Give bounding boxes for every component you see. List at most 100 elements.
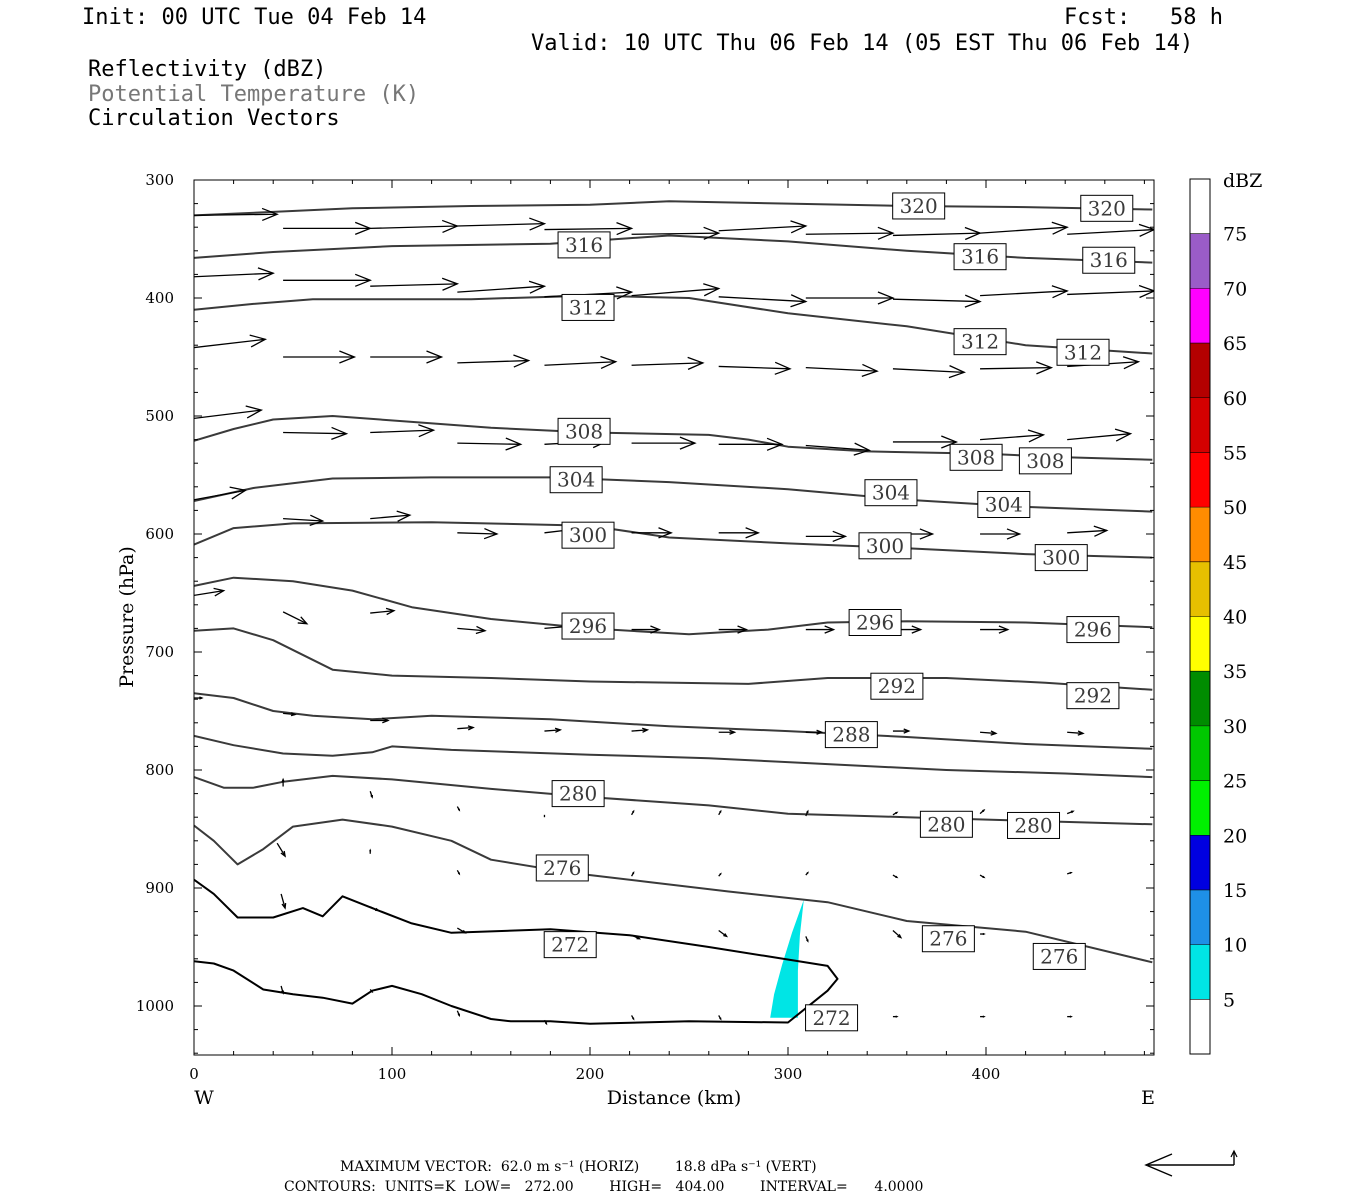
contour-label-text: 308 <box>957 445 995 469</box>
colorbar-segment <box>1190 889 1210 945</box>
colorbar-level-label: 65 <box>1223 333 1247 355</box>
circulation-vector <box>280 893 287 910</box>
theta-contour-304 <box>194 476 1153 513</box>
circulation-vector <box>283 273 372 287</box>
circulation-vector <box>631 809 635 816</box>
colorbar-level-label: 10 <box>1223 935 1247 957</box>
circulation-vector <box>280 985 285 995</box>
contour-label-text: 292 <box>1074 684 1112 708</box>
colorbar-level-label: 60 <box>1223 388 1247 410</box>
contour-label-text: 320 <box>1088 196 1126 220</box>
circulation-vector <box>282 611 309 625</box>
contour-label: 316 <box>1082 246 1136 274</box>
contour-label: 296 <box>1066 616 1120 644</box>
contour-label: 304 <box>977 491 1031 518</box>
circulation-vector <box>194 696 204 700</box>
x-tick-label: 0 <box>189 1065 199 1083</box>
contour-label: 292 <box>870 672 924 700</box>
contour-label: 308 <box>949 443 1003 471</box>
theta-contour-layer <box>194 200 1153 1025</box>
colorbar-segment <box>1190 343 1210 398</box>
contour-label-text: 280 <box>1014 813 1052 837</box>
contour-label: 276 <box>921 925 975 953</box>
contour-label: 300 <box>561 521 615 549</box>
circulation-vector <box>283 350 357 364</box>
circulation-vector <box>543 1019 548 1026</box>
circulation-vector <box>980 625 1010 634</box>
contour-label: 320 <box>892 192 946 220</box>
y-axis-title: Pressure (hPa) <box>116 546 138 688</box>
circulation-vector <box>805 809 809 817</box>
circulation-vector <box>456 869 461 876</box>
circulation-vector <box>457 217 547 231</box>
circulation-vector <box>892 294 982 308</box>
circulation-vector <box>194 334 268 349</box>
contour-label: 304 <box>549 466 603 494</box>
colorbar-segment <box>1190 671 1210 726</box>
contour-label-text: 296 <box>569 614 607 638</box>
theta-contour-280 <box>194 774 1153 826</box>
contour-label-text: 312 <box>569 295 607 319</box>
circulation-vector <box>1067 525 1109 537</box>
colorbar-level-label: 75 <box>1223 224 1247 246</box>
plot-frame <box>193 179 1155 1056</box>
contour-label: 296 <box>561 612 615 640</box>
contour-label: 316 <box>953 243 1007 271</box>
contour-label-text: 300 <box>1042 546 1080 570</box>
y-tick-label: 500 <box>145 407 174 425</box>
colorbar-segment <box>1190 507 1210 562</box>
theta-contour-320 <box>194 200 1153 217</box>
contour-label-text: 296 <box>856 611 894 635</box>
circulation-vector <box>631 727 650 733</box>
contour-label-text: 276 <box>1040 944 1078 968</box>
contour-label: 312 <box>953 328 1007 356</box>
colorbar-segment <box>1190 835 1210 890</box>
circulation-vector <box>718 625 749 634</box>
colorbar-segment <box>1190 561 1210 617</box>
circulation-vector <box>457 280 547 294</box>
east-label: E <box>1141 1087 1155 1109</box>
colorbar-level-label: 30 <box>1223 716 1247 738</box>
contour-label-text: 276 <box>543 856 581 880</box>
circulation-vector <box>283 221 372 235</box>
init-time: Init: 00 UTC Tue 04 Feb 14 <box>82 5 427 30</box>
circulation-vector <box>805 226 895 240</box>
colorbar-level-label: 40 <box>1223 607 1247 629</box>
circulation-vector <box>457 625 487 635</box>
contour-label: 280 <box>551 780 605 808</box>
circulation-vector <box>631 934 642 940</box>
circulation-vector <box>1066 810 1075 815</box>
colorbar-level-label: 55 <box>1223 442 1247 464</box>
axis-ticks: 0 100 200 300 400 300 400 500 600 700 800 900 1000 <box>136 171 1154 1083</box>
circulation-vector <box>283 514 325 526</box>
vector-layer <box>194 207 1154 1026</box>
x-tick-label: 200 <box>576 1065 605 1083</box>
circulation-vector <box>718 729 737 735</box>
colorbar-segment <box>1190 452 1210 508</box>
theta-contour-312 <box>194 294 1153 355</box>
colorbar-segment <box>1190 780 1210 836</box>
circulation-vector <box>456 1010 460 1018</box>
circulation-vector <box>718 929 729 938</box>
circulation-vector <box>457 927 467 934</box>
circulation-vector <box>283 426 349 441</box>
circulation-vector <box>805 729 824 735</box>
circulation-vector <box>1067 1015 1073 1018</box>
y-tick-label: 400 <box>145 289 174 307</box>
circulation-vector <box>805 363 879 378</box>
circulation-vector <box>1067 284 1154 299</box>
y-tick-label: 600 <box>145 525 174 543</box>
contour-label-text: 316 <box>1090 248 1128 272</box>
circulation-vector <box>718 294 808 308</box>
circulation-vector <box>369 848 372 854</box>
contour-label: 280 <box>1007 811 1061 839</box>
contour-label-text: 316 <box>961 245 999 269</box>
circulation-vector <box>805 530 848 543</box>
circulation-vector <box>457 437 523 451</box>
circulation-vector <box>980 730 998 736</box>
x-tick-label: 300 <box>774 1065 803 1083</box>
circulation-vector <box>980 285 1069 299</box>
circulation-vector <box>1067 428 1133 442</box>
colorbar-level-label: 15 <box>1223 880 1247 902</box>
colorbar-segment <box>1190 397 1210 453</box>
